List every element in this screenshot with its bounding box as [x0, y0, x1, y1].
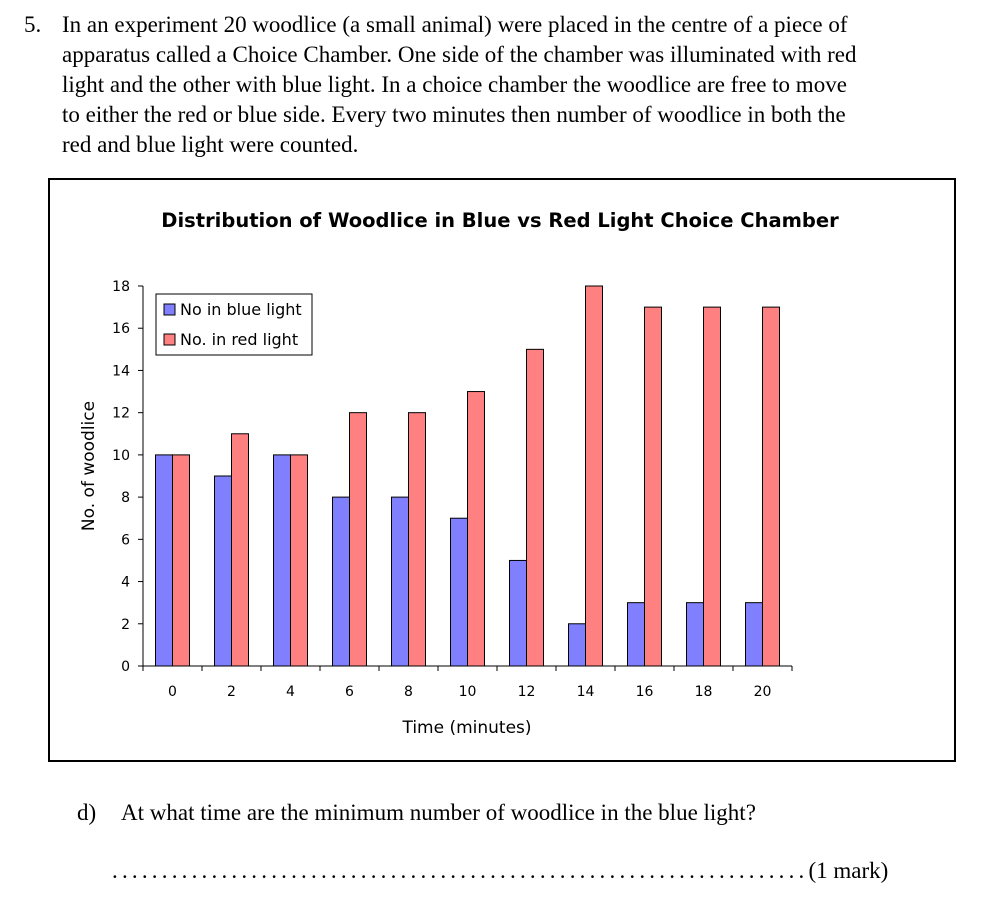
bar-blue: [391, 496, 409, 667]
y-tick-label: 4: [121, 575, 130, 591]
bar-red: [703, 306, 721, 667]
bar-red: [585, 285, 603, 667]
question-number: 5.: [24, 12, 42, 37]
y-tick-label: 16: [112, 321, 130, 337]
bars-group: [155, 285, 780, 667]
x-tick-label: 18: [695, 684, 713, 700]
bar-red: [762, 306, 780, 667]
y-axis-title: No. of woodlice: [79, 401, 99, 531]
x-tick-label: 8: [404, 684, 413, 700]
bar-blue: [155, 454, 173, 667]
bar-blue: [745, 602, 763, 667]
question-line: apparatus called a Choice Chamber. One s…: [62, 42, 857, 67]
bar-blue: [627, 602, 645, 667]
legend-swatch-blue: [163, 303, 176, 316]
bar-red: [231, 433, 249, 667]
bar-red: [172, 454, 190, 667]
marks-label: (1 mark): [808, 858, 889, 883]
answer-dots[interactable]: ........................................…: [112, 858, 809, 883]
y-tick-label: 2: [121, 617, 130, 633]
x-tick-label: 6: [345, 684, 354, 700]
question-line: red and blue light were counted.: [62, 132, 359, 157]
bar-blue: [332, 496, 350, 667]
legend-swatch-red: [163, 333, 176, 346]
bar-red: [408, 412, 426, 667]
bar-red: [526, 348, 544, 667]
y-tick-label: 14: [112, 363, 130, 379]
chart-frame: Distribution of Woodlice in Blue vs Red …: [48, 178, 956, 762]
y-tick-label: 8: [121, 490, 130, 506]
question-line: light and the other with blue light. In …: [62, 72, 847, 97]
y-tick-label: 10: [112, 448, 130, 464]
bar-red: [467, 391, 485, 667]
bar-blue: [214, 475, 232, 667]
x-tick-label: 4: [286, 684, 295, 700]
bar-blue: [450, 517, 468, 667]
x-tick-label: 2: [227, 684, 236, 700]
x-axis-title: Time (minutes): [401, 718, 531, 738]
question-text: In an experiment 20 woodlice (a small an…: [62, 10, 982, 160]
x-tick-label: 14: [577, 684, 595, 700]
chart-title: Distribution of Woodlice in Blue vs Red …: [161, 209, 839, 232]
y-tick-label: 18: [112, 279, 130, 295]
x-tick-label: 20: [754, 684, 772, 700]
legend-label-red: No. in red light: [180, 330, 298, 349]
legend-label-blue: No in blue light: [180, 300, 302, 319]
x-tick-label: 0: [168, 684, 177, 700]
bar-blue: [686, 602, 704, 667]
answer-line: ........................................…: [112, 856, 888, 886]
x-tick-label: 12: [518, 684, 536, 700]
bar-red: [290, 454, 308, 667]
question-line: to either the red or blue side. Every tw…: [62, 102, 846, 127]
sub-question: d) At what time are the minimum number of…: [77, 798, 756, 828]
bar-red: [349, 412, 367, 667]
legend: No in blue light No. in red light: [155, 293, 313, 356]
bar-blue: [273, 454, 291, 667]
bar-chart: Distribution of Woodlice in Blue vs Red …: [79, 209, 839, 738]
legend-box: [155, 293, 313, 356]
y-tick-label: 12: [112, 406, 130, 422]
bar-red: [644, 306, 662, 667]
sub-question-label: d): [77, 800, 97, 825]
sub-question-text: At what time are the minimum number of w…: [121, 800, 756, 825]
bar-blue: [568, 623, 586, 667]
axes-group: [142, 286, 792, 667]
question-line: In an experiment 20 woodlice (a small an…: [62, 12, 848, 37]
ticks-group: 0 2 4 6 8 10 12 14 16 18 0 2 4 6 8 10 12 14 16 18 20: [112, 279, 793, 700]
y-tick-label: 6: [121, 532, 130, 548]
x-tick-label: 10: [459, 684, 477, 700]
y-tick-label: 0: [121, 659, 130, 675]
x-tick-label: 16: [636, 684, 654, 700]
bar-blue: [509, 559, 527, 667]
